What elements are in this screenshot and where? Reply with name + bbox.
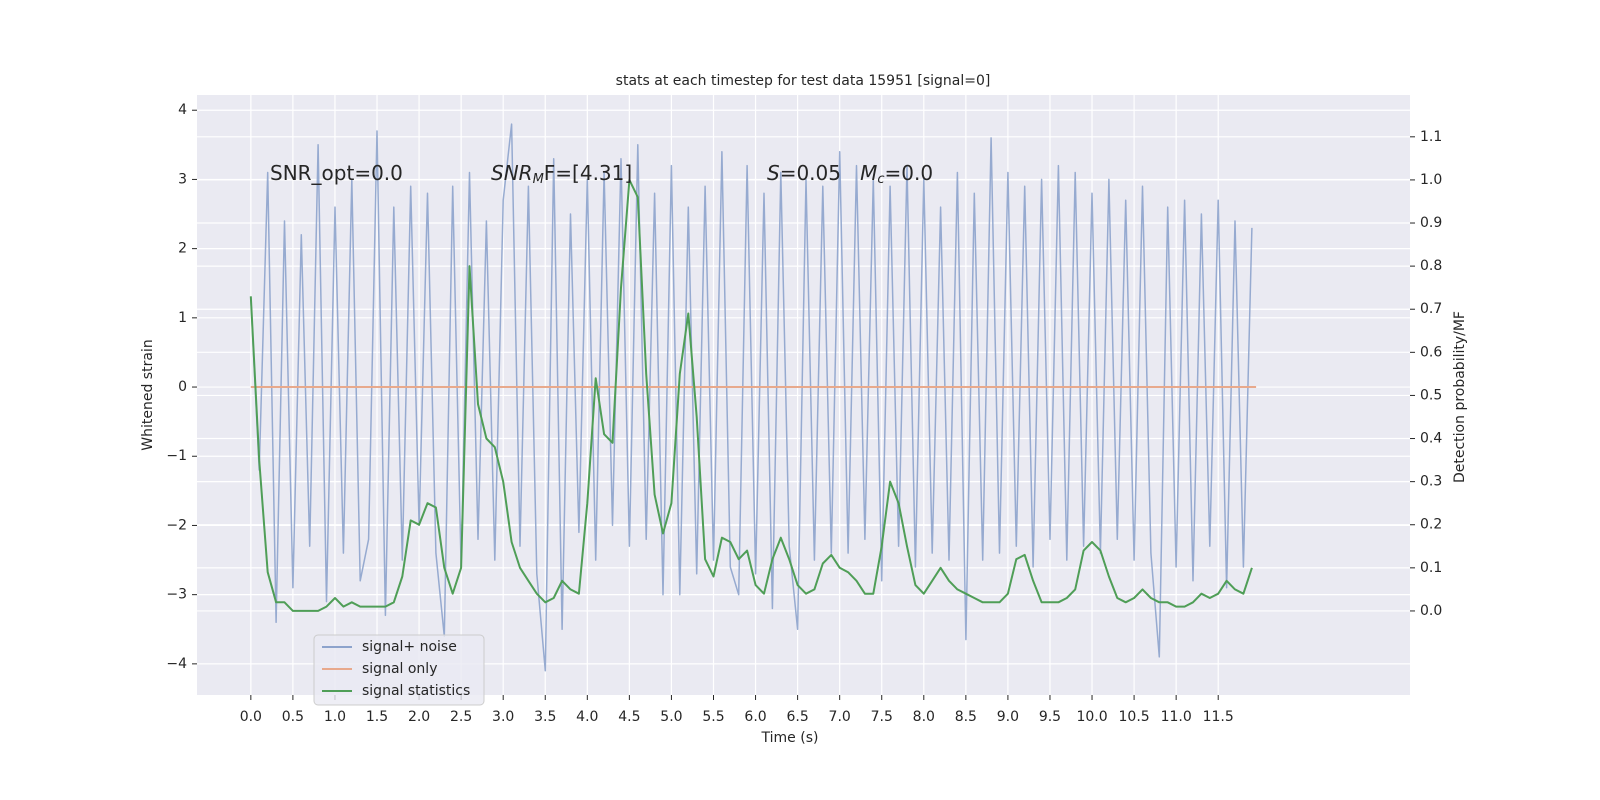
x-tick-label: 3.5 bbox=[534, 709, 556, 725]
chart-title: stats at each timestep for test data 159… bbox=[616, 73, 991, 89]
annotation: SNR_opt=0.0 bbox=[270, 161, 403, 185]
annotation-part: SNR_opt=0.0 bbox=[270, 161, 403, 185]
x-tick-label: 1.0 bbox=[324, 709, 346, 725]
y2-tick-label: 1.1 bbox=[1420, 129, 1442, 145]
annotation: SNRMF=[4.31] bbox=[491, 161, 632, 187]
marks bbox=[249, 123, 1257, 672]
y-tick-label: 1 bbox=[178, 310, 187, 326]
x-tick-label: 9.5 bbox=[1039, 709, 1061, 725]
x-tick-label: 2.0 bbox=[408, 709, 430, 725]
x-tick-label: 10.0 bbox=[1076, 709, 1107, 725]
annotation-part: c bbox=[877, 172, 884, 187]
y2-tick-label: 0.0 bbox=[1420, 603, 1442, 619]
x-tick-label: 1.5 bbox=[366, 709, 388, 725]
series-line bbox=[250, 123, 1253, 672]
y2-tick-label: 0.8 bbox=[1420, 258, 1442, 274]
x-tick-label: 10.5 bbox=[1119, 709, 1150, 725]
x-tick-label: 5.5 bbox=[702, 709, 724, 725]
x-tick-label: 2.5 bbox=[450, 709, 472, 725]
annotation-part: =0.0 bbox=[885, 161, 934, 185]
x-tick-label: 4.0 bbox=[576, 709, 598, 725]
legend-label: signal statistics bbox=[362, 683, 470, 699]
x-tick-label: 6.5 bbox=[786, 709, 808, 725]
y-tick-label: −2 bbox=[166, 517, 187, 533]
y-tick-label: −3 bbox=[166, 587, 187, 603]
y-tick-label: −4 bbox=[166, 656, 187, 672]
x-axis-label: Time (s) bbox=[761, 730, 819, 746]
legend: signal+ noise signal only signal statistic… bbox=[313, 634, 485, 706]
x-tick-label: 8.5 bbox=[955, 709, 977, 725]
y2-tick-label: 1.0 bbox=[1420, 172, 1442, 188]
y-tick-label: 2 bbox=[178, 241, 187, 257]
y2-tick-label: 0.5 bbox=[1420, 387, 1442, 403]
y-tick-label: 4 bbox=[178, 102, 187, 118]
y2-axis-label: Detection probability/MF bbox=[1452, 311, 1468, 483]
legend-label: signal+ noise bbox=[362, 639, 457, 655]
annotation-part: M bbox=[533, 172, 544, 187]
annotation-part: M bbox=[860, 161, 877, 185]
x-tick-label: 8.0 bbox=[913, 709, 935, 725]
y2-tick-label: 0.2 bbox=[1420, 517, 1442, 533]
x-tick-label: 6.0 bbox=[744, 709, 766, 725]
y2-tick-label: 0.1 bbox=[1420, 560, 1442, 576]
y-tick-label: 0 bbox=[178, 379, 187, 395]
y-tick-label: 3 bbox=[178, 171, 187, 187]
y2-tick-label: 0.6 bbox=[1420, 344, 1442, 360]
legend-box bbox=[313, 634, 485, 706]
x-tick-label: 3.0 bbox=[492, 709, 514, 725]
x-tick-label: 11.5 bbox=[1203, 709, 1234, 725]
y2-tick-label: 0.3 bbox=[1420, 474, 1442, 490]
x-tick-label: 7.0 bbox=[829, 709, 851, 725]
annotation: S=0.05 Mc=0.0 bbox=[767, 161, 933, 187]
x-tick-label: 4.5 bbox=[618, 709, 640, 725]
x-tick-label: 9.0 bbox=[997, 709, 1019, 725]
annotation-part: =0.05 bbox=[780, 161, 860, 185]
y-axis-label: Whitened strain bbox=[140, 339, 156, 450]
series-line bbox=[249, 178, 1253, 612]
y2-tick-label: 0.4 bbox=[1420, 431, 1442, 447]
y2-tick-label: 0.7 bbox=[1420, 301, 1442, 317]
labels: 0.0 0.5 1.0 1.5 2.0 2.5 3.0 3.5 4.0 4.5 5.0 5.5 6.0 6… bbox=[166, 102, 1442, 725]
x-tick-label: 0.0 bbox=[240, 709, 262, 725]
x-tick-label: 7.5 bbox=[871, 709, 893, 725]
annotation-part: F=[4.31] bbox=[544, 161, 632, 185]
y2-tick-label: 0.9 bbox=[1420, 215, 1442, 231]
annotation-part: S bbox=[767, 161, 780, 185]
x-tick-label: 5.0 bbox=[660, 709, 682, 725]
y-tick-label: −1 bbox=[166, 448, 187, 464]
legend-label: signal only bbox=[362, 661, 437, 677]
annotation-part: SNR bbox=[491, 161, 533, 185]
x-tick-label: 11.0 bbox=[1161, 709, 1192, 725]
x-tick-label: 0.5 bbox=[282, 709, 304, 725]
